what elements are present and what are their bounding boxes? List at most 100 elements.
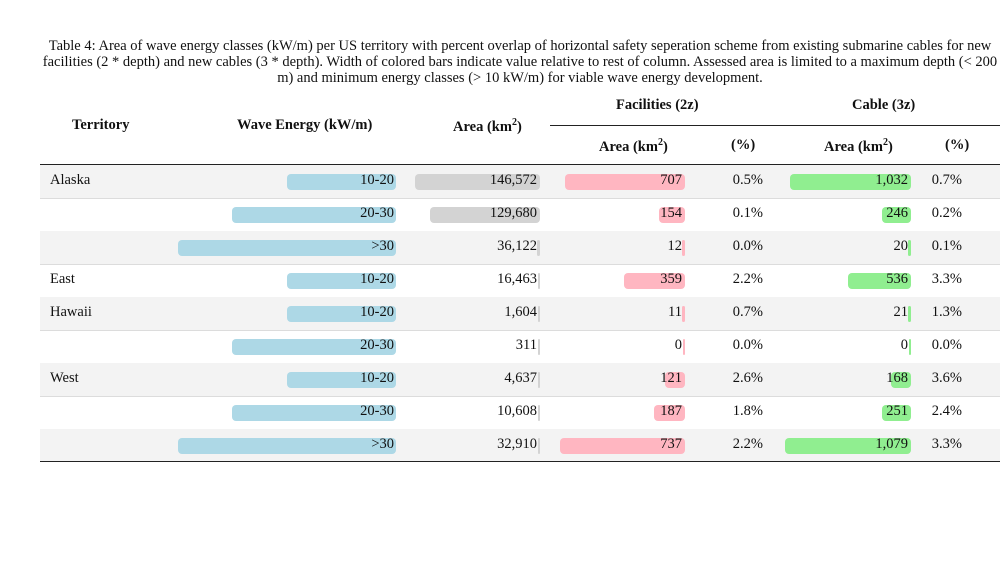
cable-pct-cell: 0.2%	[931, 205, 962, 221]
facilities-area-bar	[665, 372, 685, 388]
header-facilities-area: Area (km2)	[599, 137, 668, 156]
area-bar	[538, 339, 540, 355]
facilities-area-bar	[683, 339, 685, 355]
header-group-rule	[550, 125, 1000, 126]
facilities-area-bar	[565, 174, 685, 190]
facilities-area-cell: 187	[660, 403, 682, 419]
cable-area-cell: 1,032	[875, 172, 908, 188]
facilities-area-cell: 707	[660, 172, 682, 188]
cable-area-bar	[882, 405, 911, 421]
header-area: Area (km2)	[453, 117, 522, 136]
wave-energy-bar	[178, 438, 396, 454]
table-bottom-rule	[40, 461, 1000, 462]
cable-pct-cell: 0.7%	[931, 172, 962, 188]
table-row: 20-30 129,680 154 0.1% 246 0.2%	[40, 198, 1000, 232]
facilities-area-cell: 12	[667, 238, 683, 254]
cable-pct-cell: 3.3%	[931, 436, 962, 452]
facilities-area-cell: 737	[660, 436, 682, 452]
header-territory: Territory	[72, 117, 130, 133]
cable-pct-cell: 1.3%	[931, 304, 962, 320]
cable-area-cell: 251	[886, 403, 908, 419]
facilities-pct-cell: 0.1%	[732, 205, 763, 221]
cable-area-cell: 0	[900, 337, 908, 353]
cable-pct-cell: 3.3%	[931, 271, 962, 287]
cable-area-bar	[882, 207, 911, 223]
facilities-area-cell: 11	[668, 304, 682, 320]
table-row: 20-30 10,608 187 1.8% 251 2.4%	[40, 396, 1000, 430]
wave-energy-bar	[232, 207, 396, 223]
cable-area-bar	[785, 438, 911, 454]
facilities-area-cell: 359	[660, 271, 682, 287]
header-cable-area-text: Area (km	[824, 138, 883, 155]
header-facilities-pct: (%)	[731, 137, 756, 153]
area-cell: 32,910	[497, 436, 537, 452]
header-cable: Cable (3z)	[852, 97, 916, 113]
area-cell: 129,680	[489, 205, 537, 221]
area-bar	[538, 438, 540, 454]
area-cell: 10,608	[497, 403, 537, 419]
facilities-pct-cell: 0.0%	[732, 337, 763, 353]
facilities-area-cell: 0	[674, 337, 682, 353]
wave-energy-bar	[232, 405, 396, 421]
wave-energy-cell: 10-20	[360, 370, 394, 386]
facilities-pct-cell: 0.0%	[732, 238, 763, 254]
cable-pct-cell: 3.6%	[931, 370, 962, 386]
facilities-area-bar	[682, 240, 685, 256]
header-facilities-area-sup: 2	[657, 137, 663, 148]
facilities-area-cell: 121	[660, 370, 682, 386]
header-facilities-area-close: )	[662, 138, 668, 155]
cable-area-cell: 21	[893, 304, 909, 320]
table-row: 20-30 311 0 0.0% 0 0.0%	[40, 330, 1000, 364]
table-row: Alaska 10-20 146,572 707 0.5% 1,032 0.7%	[40, 165, 1000, 199]
area-bar	[430, 207, 540, 223]
area-cell: 36,122	[497, 238, 537, 254]
header-cable-pct: (%)	[945, 137, 970, 153]
wave-energy-cell: 20-30	[360, 403, 394, 419]
facilities-area-bar	[560, 438, 685, 454]
header-cable-area: Area (km2)	[824, 137, 893, 156]
cable-area-cell: 1,079	[875, 436, 908, 452]
territory-cell: West	[50, 370, 79, 386]
header-facilities-area-text: Area (km	[599, 138, 658, 155]
area-bar	[538, 306, 540, 322]
cable-area-bar	[908, 306, 911, 322]
facilities-area-bar	[654, 405, 685, 421]
facilities-pct-cell: 2.2%	[732, 271, 763, 287]
area-cell: 1,604	[504, 304, 537, 320]
facilities-pct-cell: 0.7%	[732, 304, 763, 320]
facilities-area-bar	[624, 273, 685, 289]
wave-energy-bar	[287, 372, 396, 388]
header-area-close: )	[516, 118, 522, 135]
cable-area-bar	[848, 273, 911, 289]
wave-energy-cell: 10-20	[360, 271, 394, 287]
facilities-area-bar	[682, 306, 685, 322]
cable-area-cell: 246	[886, 205, 908, 221]
cable-pct-cell: 2.4%	[931, 403, 962, 419]
area-cell: 4,637	[504, 370, 537, 386]
wave-energy-cell: 20-30	[360, 205, 394, 221]
cable-area-bar	[891, 372, 911, 388]
wave-energy-cell: 10-20	[360, 304, 394, 320]
header-area-sup: 2	[511, 117, 517, 128]
facilities-area-bar	[659, 207, 685, 223]
cable-area-cell: 20	[893, 238, 909, 254]
cable-area-cell: 536	[886, 271, 908, 287]
cable-area-bar	[909, 339, 911, 355]
area-cell: 146,572	[489, 172, 537, 188]
facilities-pct-cell: 0.5%	[732, 172, 763, 188]
table-caption: Table 4: Area of wave energy classes (kW…	[42, 38, 998, 86]
cable-area-bar	[790, 174, 911, 190]
facilities-area-cell: 154	[660, 205, 682, 221]
cable-pct-cell: 0.0%	[931, 337, 962, 353]
wave-energy-bar	[287, 306, 396, 322]
table-row: Hawaii 10-20 1,604 11 0.7% 21 1.3%	[40, 297, 1000, 331]
territory-cell: Alaska	[50, 172, 91, 188]
area-cell: 311	[515, 337, 537, 353]
area-bar	[415, 174, 540, 190]
territory-cell: East	[50, 271, 75, 287]
wave-energy-cell: 20-30	[360, 337, 394, 353]
header-facilities: Facilities (2z)	[616, 97, 699, 113]
table-row: >30 36,122 12 0.0% 20 0.1%	[40, 231, 1000, 265]
header-bottom-rule	[40, 164, 1000, 165]
header-cable-area-sup: 2	[882, 137, 888, 148]
